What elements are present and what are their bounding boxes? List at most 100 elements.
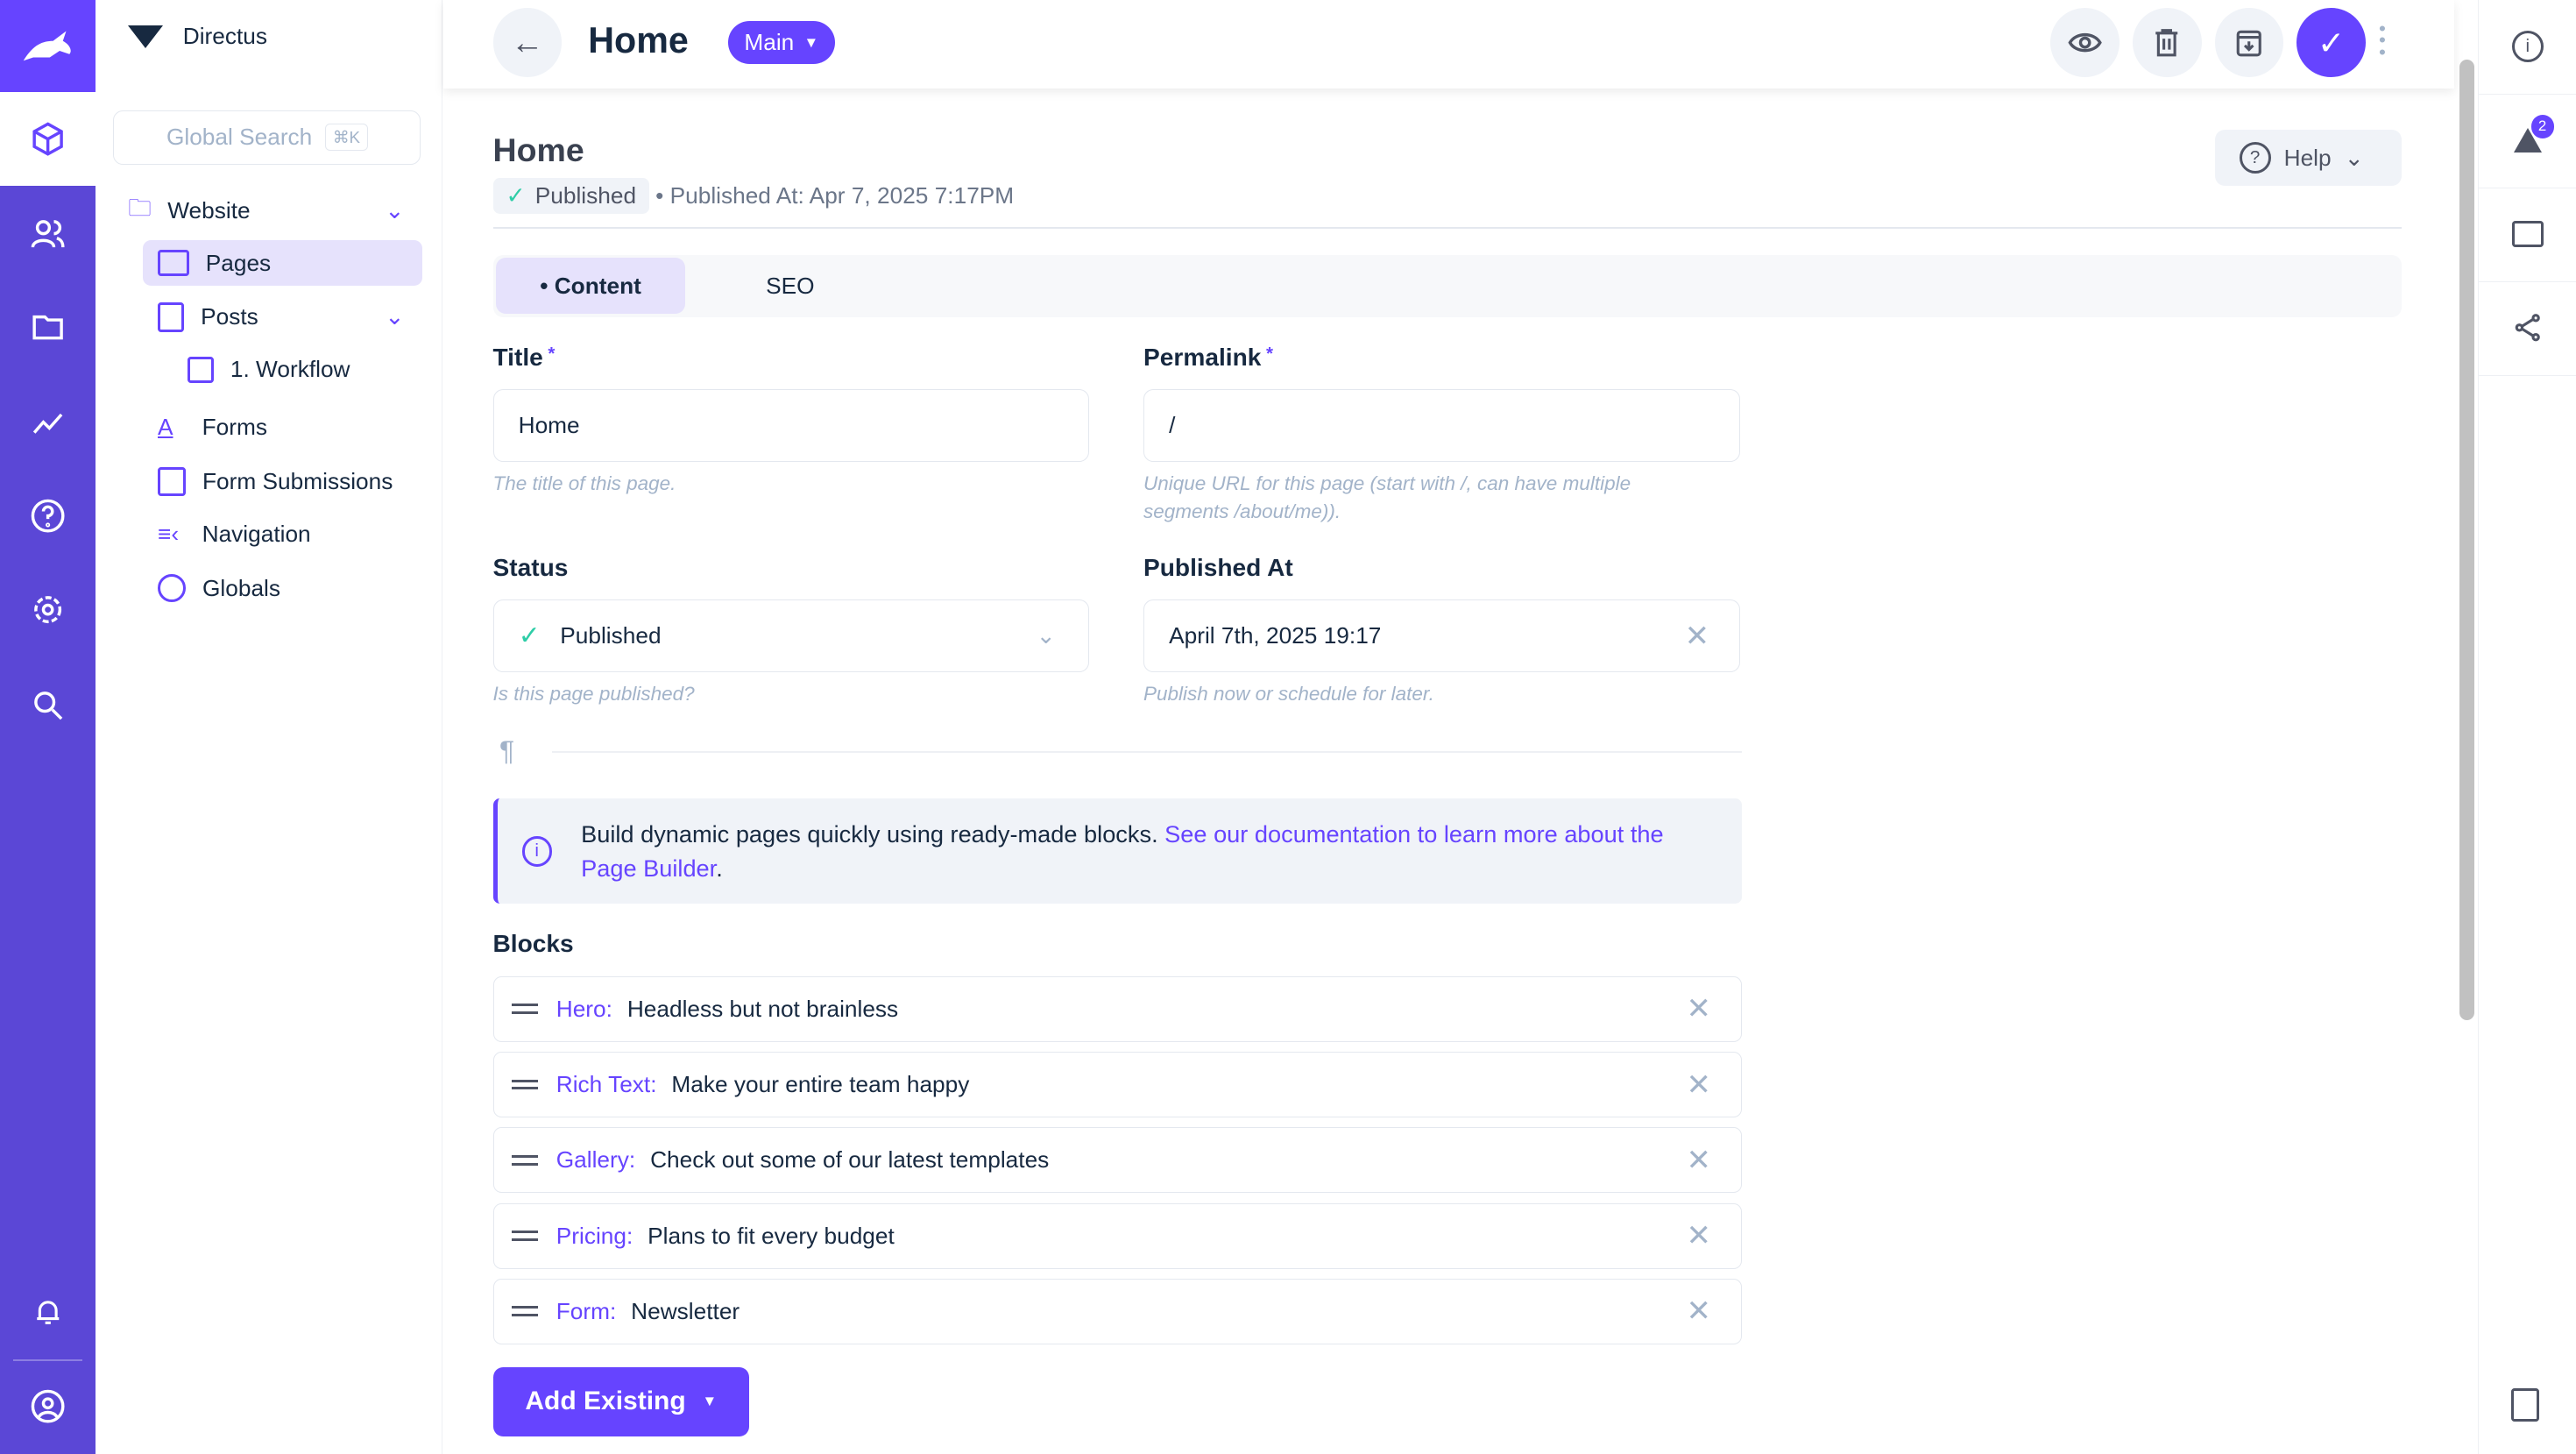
- block-item[interactable]: Gallery: Check out some of our latest tem…: [492, 1127, 1742, 1194]
- more-options-icon[interactable]: • • •: [2379, 18, 2386, 63]
- remove-icon[interactable]: ✕: [1686, 1143, 1711, 1177]
- permalink-input[interactable]: /: [1143, 389, 1740, 462]
- save-button[interactable]: ✓: [2296, 8, 2366, 78]
- required-icon: *: [548, 343, 556, 364]
- share-icon: [2515, 314, 2540, 342]
- block-item[interactable]: Form: Newsletter ✕: [492, 1278, 1742, 1344]
- documentation-link[interactable]: See our documentation to learn more abou…: [581, 819, 1664, 883]
- nav-label: Globals: [202, 574, 281, 601]
- info-icon: i: [2511, 31, 2544, 63]
- users-icon[interactable]: [0, 216, 96, 252]
- clear-icon[interactable]: ✕: [1684, 619, 1709, 653]
- block-item[interactable]: Pricing: Plans to fit every budget ✕: [492, 1202, 1742, 1269]
- help-circle-icon: ?: [2239, 142, 2271, 174]
- article-icon: [158, 301, 185, 332]
- pages-icon: [158, 249, 189, 277]
- comments-button[interactable]: [2478, 188, 2576, 282]
- module-bar: [0, 0, 96, 1454]
- remove-icon[interactable]: ✕: [1686, 992, 1711, 1026]
- directus-logo[interactable]: [0, 0, 96, 92]
- chevron-down-icon[interactable]: ⌄: [385, 303, 405, 330]
- search-icon[interactable]: [0, 687, 96, 723]
- scrollbar[interactable]: [2459, 59, 2474, 1021]
- comment-icon: [2511, 221, 2544, 248]
- status-select[interactable]: ✓ Published ⌄: [492, 599, 1090, 672]
- version-dropdown[interactable]: Main ▼: [727, 21, 835, 65]
- search-placeholder: Global Search: [166, 124, 313, 151]
- nav-item-posts[interactable]: Posts ⌄: [158, 294, 404, 341]
- add-existing-button[interactable]: Add Existing ▼: [492, 1367, 749, 1436]
- kanban-icon: [187, 356, 215, 384]
- folder-icon[interactable]: [0, 309, 96, 345]
- eye-icon: [2068, 33, 2102, 53]
- remove-icon[interactable]: ✕: [1686, 1294, 1711, 1329]
- back-button[interactable]: ←: [492, 8, 563, 78]
- help-icon[interactable]: [0, 498, 96, 534]
- caret-down-icon: ▼: [702, 1393, 718, 1410]
- remove-icon[interactable]: ✕: [1686, 1067, 1711, 1102]
- header-title: Home: [588, 19, 689, 60]
- drag-handle-icon[interactable]: [512, 1004, 539, 1015]
- archive-icon: [2236, 30, 2261, 57]
- drag-handle-icon[interactable]: [512, 1079, 539, 1090]
- nav-item-website[interactable]: 🗀 Website ⌄: [128, 188, 404, 234]
- block-title: Newsletter: [631, 1297, 740, 1324]
- block-item[interactable]: Hero: Headless but not brainless ✕: [492, 975, 1742, 1042]
- title-label-text: Title: [492, 343, 543, 371]
- nav-label: Website: [167, 196, 251, 223]
- archive-button[interactable]: [2214, 8, 2284, 78]
- drag-handle-icon[interactable]: [512, 1154, 539, 1166]
- published-at-input[interactable]: April 7th, 2025 19:17 ✕: [1143, 599, 1740, 672]
- nav-item-workflow[interactable]: 1. Workflow: [187, 347, 350, 394]
- preview-button[interactable]: [2050, 8, 2120, 78]
- block-type: Hero:: [556, 995, 612, 1022]
- tab-content[interactable]: • Content: [496, 258, 685, 315]
- info-button[interactable]: i: [2478, 0, 2576, 95]
- drag-handle-icon[interactable]: [512, 1306, 539, 1317]
- nav-label: Navigation: [202, 520, 311, 547]
- divider: [552, 750, 1742, 753]
- content-module-icon[interactable]: [0, 92, 96, 186]
- arrow-left-icon: ←: [511, 24, 544, 61]
- share-button[interactable]: [2478, 281, 2576, 376]
- user-avatar-icon[interactable]: [0, 1388, 96, 1424]
- block-item[interactable]: Rich Text: Make your entire team happy ✕: [492, 1052, 1742, 1117]
- title-label: Title *: [493, 344, 556, 372]
- settings-icon[interactable]: [0, 592, 96, 628]
- help-button[interactable]: ? Help ⌄: [2214, 130, 2403, 186]
- title-hint: The title of this page.: [492, 472, 676, 495]
- revisions-button[interactable]: 2: [2478, 94, 2576, 188]
- nav-item-pages[interactable]: Pages: [143, 239, 422, 287]
- remove-icon[interactable]: ✕: [1686, 1219, 1711, 1252]
- add-existing-label: Add Existing: [525, 1387, 686, 1416]
- nav-label: Pages: [205, 249, 272, 276]
- nav-label: 1. Workflow: [230, 356, 350, 383]
- clipboard-clock-icon[interactable]: [2511, 1388, 2540, 1422]
- block-type: Gallery:: [556, 1146, 636, 1174]
- status-label: Status: [492, 553, 569, 581]
- nav-item-forms[interactable]: A Forms: [158, 404, 267, 450]
- sidebar: i 2: [2477, 0, 2576, 1454]
- published-at-value: April 7th, 2025 19:17: [1169, 622, 1382, 649]
- tab-seo[interactable]: SEO: [766, 272, 815, 299]
- insights-icon[interactable]: [0, 404, 96, 440]
- nav-item-globals[interactable]: Globals: [158, 565, 280, 612]
- chevron-down-icon[interactable]: ⌄: [385, 196, 405, 223]
- project-name: Directus: [182, 23, 268, 50]
- required-icon: *: [1266, 343, 1274, 364]
- nav-item-navigation[interactable]: ≡‹ Navigation: [158, 511, 311, 557]
- blocks-label: Blocks: [492, 930, 574, 958]
- nav-item-form-submissions[interactable]: Form Submissions: [158, 458, 393, 505]
- block-type: Pricing:: [556, 1222, 633, 1249]
- project-logo-icon: [128, 25, 164, 48]
- search-shortcut: ⌘K: [325, 123, 368, 152]
- permalink-label: Permalink *: [1143, 344, 1273, 372]
- title-input[interactable]: Home: [492, 389, 1090, 462]
- drag-handle-icon[interactable]: [512, 1231, 539, 1241]
- global-search-input[interactable]: Global Search ⌘K: [113, 110, 421, 165]
- caret-down-icon: ▼: [803, 33, 819, 51]
- bell-icon[interactable]: [0, 1295, 96, 1329]
- delete-button[interactable]: [2132, 8, 2202, 78]
- tabs: • Content SEO: [492, 254, 2403, 317]
- published-meta: • Published At: Apr 7, 2025 7:17PM: [655, 182, 1015, 209]
